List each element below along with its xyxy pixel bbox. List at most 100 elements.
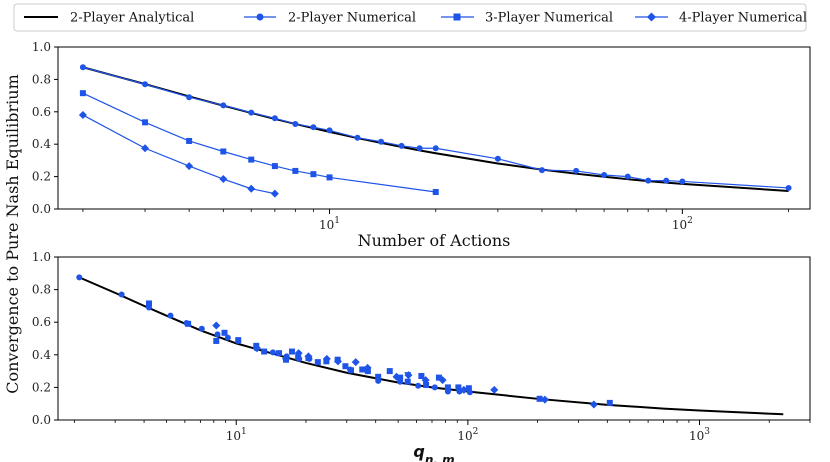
bottom-point-diamond — [253, 344, 262, 353]
bottom-y-tick-label: 0.6 — [32, 315, 51, 329]
bottom-point-circle — [118, 291, 125, 298]
legend-label-4p: 4-Player Numerical — [679, 11, 807, 26]
bottom-point-square — [145, 300, 152, 307]
top-point-square — [186, 137, 193, 144]
bottom-y-tick-label: 0.4 — [32, 348, 51, 362]
legend-item-3p-numerical: 3-Player Numerical — [441, 11, 613, 26]
bottom-point-circle — [431, 384, 438, 391]
top-point-square — [292, 167, 299, 174]
bottom-point-diamond — [589, 400, 598, 409]
bottom-point-square — [213, 337, 220, 344]
bottom-point-square — [386, 368, 393, 375]
bottom-y-tick-label: 0.0 — [32, 413, 51, 427]
top-point-circle — [220, 102, 227, 109]
top-point-diamond — [219, 175, 228, 184]
bottom-point-square — [423, 381, 430, 388]
bottom-point-square — [375, 373, 382, 380]
bottom-point-circle — [167, 312, 174, 319]
legend-label-3p: 3-Player Numerical — [485, 11, 613, 26]
bottom-point-diamond — [540, 395, 549, 404]
top-point-circle — [573, 167, 580, 174]
top-point-circle — [663, 177, 670, 184]
bottom-chart-panel: 0.0 0.2 0.4 0.6 0.8 1.0 101 102 103 qn, m — [32, 250, 811, 462]
legend-frame — [13, 3, 807, 32]
top-point-diamond — [141, 144, 150, 153]
bottom-x-tick-label: 103 — [689, 427, 710, 443]
bottom-point-square — [397, 374, 404, 381]
bottom-point-circle — [415, 382, 422, 389]
shared-y-axis-label: Convergence to Pure Nash Equilibrium — [3, 74, 22, 394]
top-point-circle — [416, 145, 423, 152]
bottom-point-diamond — [212, 321, 221, 330]
top-point-circle — [271, 115, 278, 122]
bottom-point-square — [536, 395, 543, 402]
bottom-y-tick-label: 0.2 — [32, 380, 51, 394]
top-y-tick-label: 0.8 — [32, 72, 51, 86]
bottom-point-diamond — [304, 352, 313, 361]
top-point-circle — [292, 120, 299, 127]
bottom-point-diamond — [351, 358, 360, 367]
bottom-point-diamond — [459, 385, 468, 394]
bottom-point-diamond — [490, 385, 499, 394]
bottom-point-triangle — [404, 372, 412, 379]
bottom-point-square — [185, 320, 192, 327]
top-point-circle — [494, 155, 501, 162]
top-point-circle — [248, 109, 255, 116]
top-series-line-diamond — [82, 114, 275, 195]
bottom-point-square — [235, 337, 242, 344]
top-y-tick-label: 0.6 — [32, 105, 51, 119]
top-point-circle — [398, 142, 405, 149]
bottom-point-square — [295, 354, 302, 361]
bottom-point-square — [342, 363, 349, 370]
top-point-circle — [624, 173, 631, 180]
top-point-circle — [186, 94, 193, 101]
bottom-series-line-analytical — [78, 276, 784, 416]
top-point-square — [79, 90, 86, 97]
bottom-y-tick-label: 1.0 — [32, 250, 51, 264]
top-point-square — [142, 119, 149, 126]
legend-item-4p-numerical: 4-Player Numerical — [635, 11, 807, 26]
legend-label-2p: 2-Player Numerical — [288, 11, 416, 26]
top-series-line-circle — [82, 66, 789, 189]
bottom-x-tick-label: 101 — [226, 427, 247, 443]
bottom-point-square — [314, 359, 321, 366]
top-point-square — [310, 171, 317, 178]
top-x-tick-label: 101 — [319, 216, 340, 232]
top-point-circle — [142, 81, 149, 88]
top-point-square — [220, 148, 227, 155]
bottom-point-square — [221, 329, 228, 336]
bottom-point-diamond — [438, 376, 447, 385]
top-point-square — [432, 188, 439, 195]
top-point-diamond — [247, 184, 256, 193]
top-point-circle — [310, 124, 317, 131]
top-point-circle — [785, 184, 792, 191]
bottom-point-square — [276, 350, 283, 357]
top-series-line-analytical — [82, 66, 789, 193]
top-point-circle — [432, 145, 439, 152]
top-point-square — [326, 174, 333, 181]
bottom-point-square — [606, 399, 613, 406]
bottom-point-square — [435, 374, 442, 381]
bottom-point-square — [465, 385, 472, 392]
top-y-tick-label: 0.4 — [32, 137, 51, 151]
bottom-point-square — [288, 348, 295, 355]
bottom-point-circle — [214, 331, 221, 338]
bottom-point-diamond — [322, 354, 331, 363]
bottom-point-circle — [198, 325, 205, 332]
top-point-circle — [538, 167, 545, 174]
top-point-circle — [79, 64, 86, 71]
bottom-point-square — [359, 366, 366, 373]
bottom-point-square — [455, 384, 462, 391]
bottom-point-diamond — [282, 354, 291, 363]
top-y-tick-label: 1.0 — [32, 40, 51, 54]
top-series-line-square — [82, 92, 436, 193]
top-point-circle — [354, 134, 361, 141]
top-point-square — [248, 156, 255, 163]
top-y-tick-label: 0.2 — [32, 170, 51, 184]
bottom-point-circle — [269, 349, 276, 356]
top-x-tick-label: 102 — [672, 216, 693, 232]
top-point-circle — [601, 171, 608, 178]
legend-square-marker-icon — [453, 13, 461, 21]
legend: 2-Player Analytical 2-Player Numerical 3… — [13, 3, 807, 32]
